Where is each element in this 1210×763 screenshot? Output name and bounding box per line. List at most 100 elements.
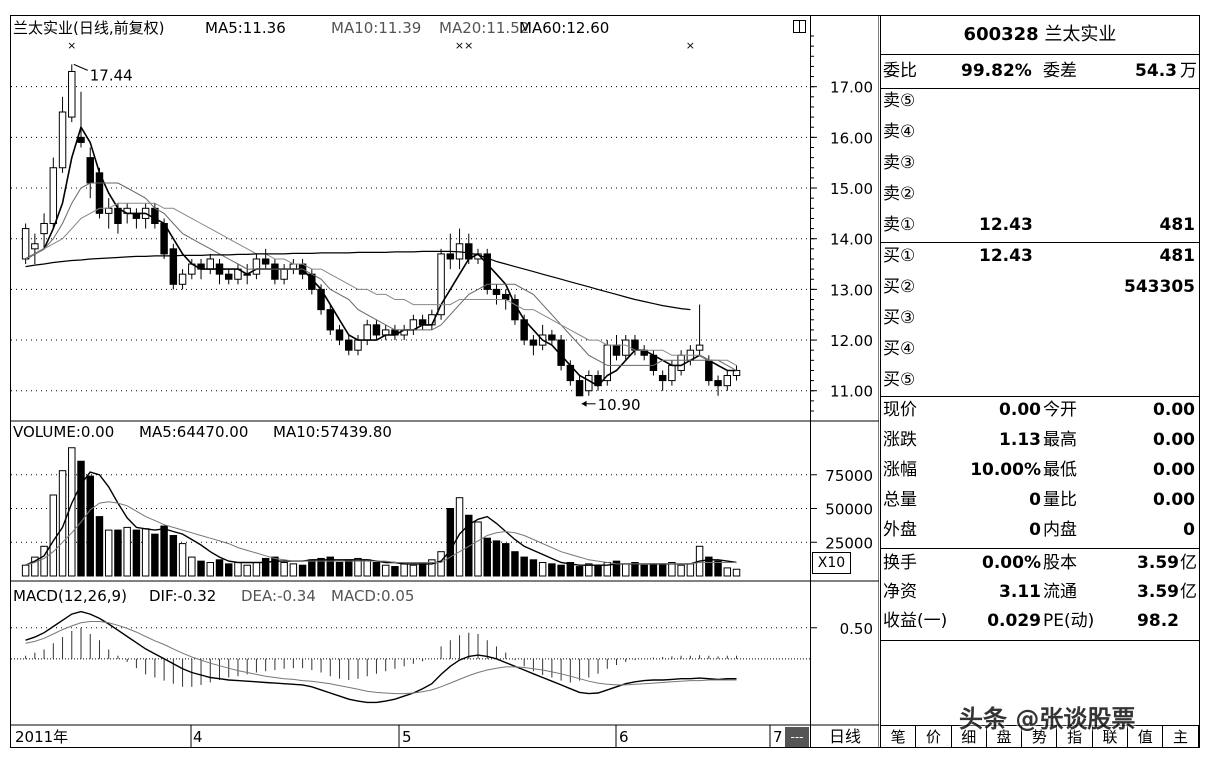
detail-tab[interactable]: 细: [952, 726, 987, 748]
ma-line-ma5: [25, 125, 737, 387]
detail-tab[interactable]: 势: [1022, 726, 1058, 748]
volume-bar: [68, 447, 76, 577]
buy-row: 买③: [881, 305, 1199, 331]
detail-tab[interactable]: 盘: [987, 726, 1023, 748]
candle-down: [335, 329, 344, 341]
macd-label: MACD(12,26,9): [13, 587, 127, 605]
volume-bar: [372, 562, 381, 577]
volume-bar: [141, 528, 150, 577]
fund-value: 0.00%: [982, 553, 1041, 573]
panel-toggle-icon[interactable]: [793, 20, 806, 33]
volume-bar: [594, 564, 602, 577]
stock-name: 兰太实业: [1044, 24, 1117, 45]
candle-down: [86, 157, 94, 184]
price-chart: 17.00 16.00 15.00 14.00 13.00 12.00 11.00 17.44…: [11, 35, 873, 414]
volume-tick-label: 75000: [825, 467, 873, 485]
app-window: 17.00 16.00 15.00 14.00 13.00 12.00 11.00 17.44…: [10, 15, 1200, 748]
candle-up: [206, 258, 214, 270]
volume-tick-label: 25000: [825, 534, 873, 552]
chart-canvas[interactable]: 17.00 16.00 15.00 14.00 13.00 12.00 11.00 17.44…: [11, 16, 879, 747]
detail-tab[interactable]: 值: [1128, 726, 1164, 748]
buy-level-label: 买④: [883, 339, 916, 359]
fund-label: 收益(一): [883, 611, 948, 631]
candle-down: [612, 344, 621, 356]
candle-down: [261, 258, 270, 265]
volume-bar: [86, 475, 94, 577]
buy-price: 12.43: [979, 246, 1033, 266]
stat-label: 现价: [883, 400, 917, 420]
candle-up: [68, 70, 76, 118]
volume-bar: [326, 556, 335, 577]
event-marker-icon: ×: [686, 39, 695, 52]
volume-bar: [529, 559, 538, 577]
fund-row: 净资 3.11 流通 3.59 亿: [881, 579, 1199, 605]
fund-value: 0.029: [987, 611, 1041, 631]
stat-label-2: 量比: [1043, 490, 1077, 510]
volume-bar: [557, 564, 565, 577]
volume-bar: [114, 529, 122, 577]
price-tick-label: 13.00: [830, 281, 873, 299]
buy-row: 买① 12.43 481: [881, 243, 1199, 269]
fund-label: 净资: [883, 582, 917, 602]
candle-down: [169, 248, 178, 285]
volume-bar: [354, 557, 362, 577]
volume-multiplier-button[interactable]: X10: [812, 552, 851, 574]
scroll-end-button[interactable]: ---: [785, 727, 809, 747]
volume-bar: [622, 563, 630, 577]
fund-value-2: 3.59: [1137, 553, 1179, 573]
volume-tick-label: 50000: [825, 501, 873, 519]
candle-up: [354, 339, 362, 351]
detail-tab[interactable]: 联: [1093, 726, 1129, 748]
candle-up: [723, 375, 732, 387]
candle-down: [345, 339, 353, 351]
candle-down: [225, 273, 233, 280]
volume-bar: [234, 562, 242, 577]
candle-up: [622, 339, 630, 356]
detail-tab[interactable]: 笔: [881, 726, 917, 748]
fund-unit-2: 亿: [1180, 582, 1197, 602]
x-label-jul: 7: [773, 728, 783, 746]
detail-tab[interactable]: 指: [1058, 726, 1093, 748]
weibi-label: 委比: [883, 61, 917, 81]
volume-bar: [289, 563, 298, 577]
volume-bar: [465, 514, 473, 577]
buy-row: 买② 543305: [881, 274, 1199, 300]
volume-bar: [280, 562, 288, 577]
low-annotation: 10.90: [598, 396, 641, 414]
candle-up: [585, 375, 593, 392]
volume-bar: [58, 470, 67, 577]
volume-bar: [631, 562, 639, 577]
volume-bar: [501, 543, 510, 577]
volume-bar: [381, 564, 390, 577]
volume-bar: [566, 562, 575, 577]
volume-bar: [40, 545, 48, 577]
volume-bar: [483, 537, 491, 577]
stat-label-2: 最高: [1043, 430, 1077, 450]
sell-level-label: 卖①: [883, 215, 916, 235]
ma-line-ma10: [25, 182, 737, 371]
stat-value: 1.13: [999, 430, 1041, 450]
volume-bar: [95, 516, 104, 577]
high-annotation: 17.44: [90, 66, 133, 84]
volume-bar: [335, 562, 344, 577]
stat-value: 0.00: [999, 400, 1041, 420]
candle-down: [492, 288, 501, 295]
period-tab-daily[interactable]: 日线: [828, 727, 861, 746]
sell-row: 卖②: [881, 181, 1199, 207]
detail-tab[interactable]: 主: [1163, 726, 1199, 748]
sell-row: 卖⑤: [881, 88, 1199, 114]
volume-bar: [492, 540, 501, 577]
volume-bar: [455, 497, 464, 577]
watermark: 头条 @张谈股票: [959, 705, 1136, 733]
price-tick-label: 17.00: [830, 79, 873, 97]
fund-row: 收益(一) 0.029 PE(动) 98.2: [881, 608, 1199, 634]
candle-up: [363, 324, 371, 341]
volume-bar: [437, 551, 445, 577]
stat-value-2: 0.00: [1153, 430, 1195, 450]
detail-tab[interactable]: 价: [916, 726, 952, 748]
buy-row: 买④: [881, 336, 1199, 362]
stat-value-2: 0.00: [1153, 490, 1195, 510]
weicha-label: 委差: [1043, 61, 1077, 81]
weibi-row: 委比 99.82% 委差 54.3 万: [881, 58, 1199, 84]
stat-value: 0: [1029, 520, 1041, 540]
